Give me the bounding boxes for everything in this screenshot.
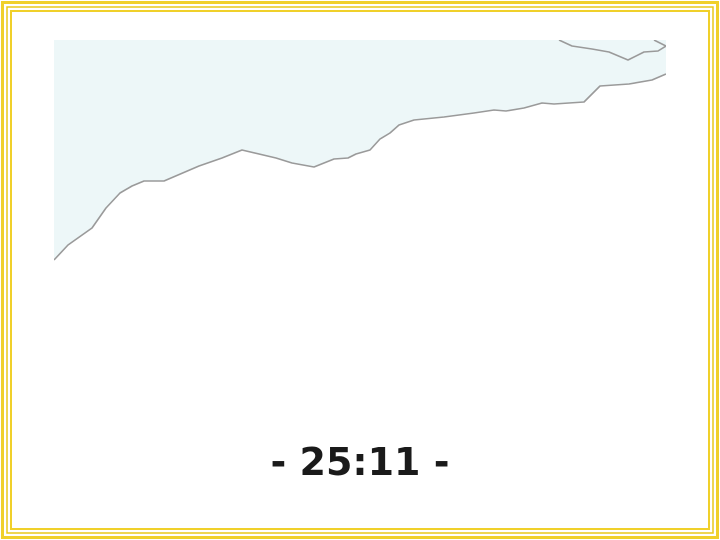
coastline-main [54, 73, 666, 261]
coastline-upper-right-tip [653, 40, 666, 47]
map-view[interactable] [54, 40, 666, 280]
coastline-map [54, 40, 666, 261]
coastline-upper-right [558, 40, 666, 61]
countdown-timer: - 25:11 - [270, 440, 450, 484]
water-region [54, 40, 666, 260]
